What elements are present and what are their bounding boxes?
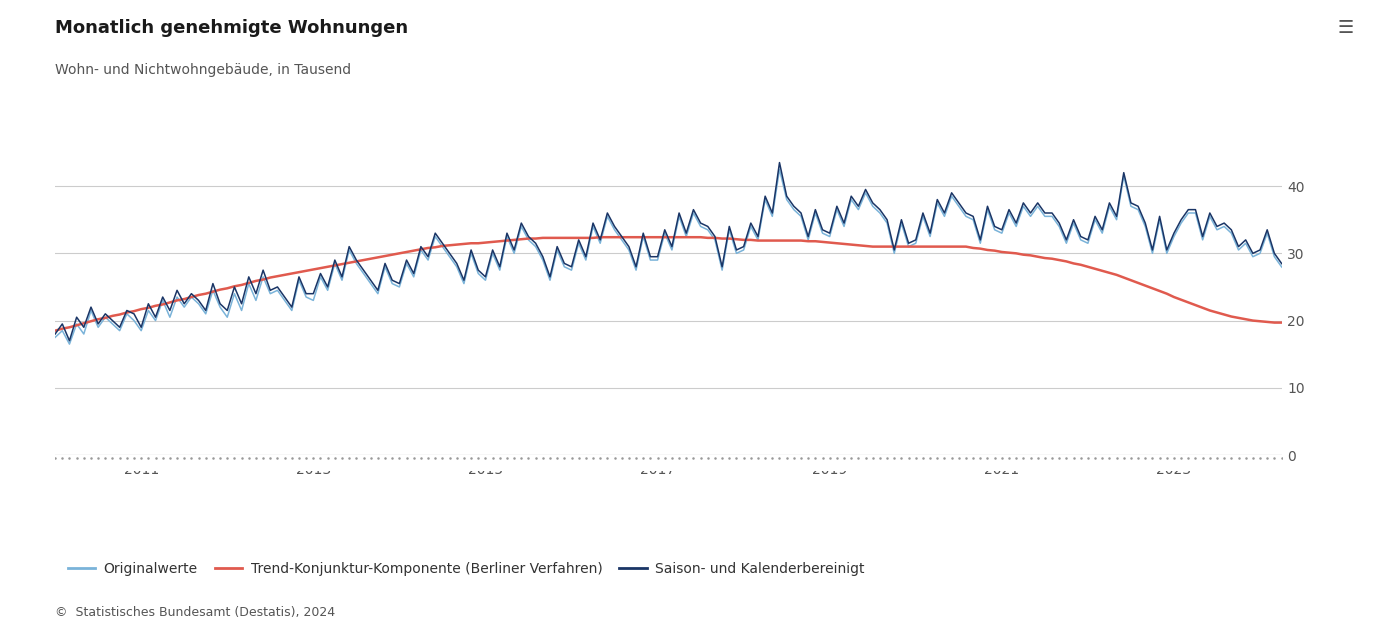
Text: Monatlich genehmigte Wohnungen: Monatlich genehmigte Wohnungen <box>55 19 408 37</box>
Text: Wohn- und Nichtwohngebäude, in Tausend: Wohn- und Nichtwohngebäude, in Tausend <box>55 63 351 77</box>
Text: ©  Statistisches Bundesamt (Destatis), 2024: © Statistisches Bundesamt (Destatis), 20… <box>55 606 335 619</box>
Text: ☰: ☰ <box>1337 19 1353 37</box>
Legend: Originalwerte, Trend-Konjunktur-Komponente (Berliner Verfahren), Saison- und Kal: Originalwerte, Trend-Konjunktur-Komponen… <box>62 557 871 582</box>
